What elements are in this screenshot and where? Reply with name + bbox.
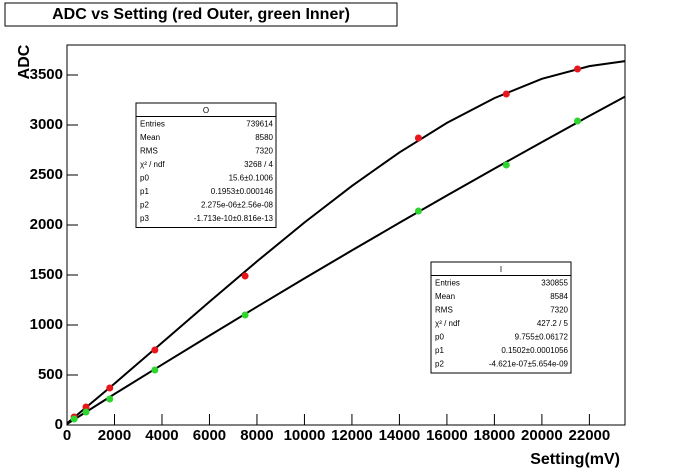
y-tick-label: 0 [55, 416, 63, 433]
stats-label: Entries [435, 278, 460, 287]
x-tick-label: 20000 [521, 427, 563, 444]
y-tick-label: 2000 [30, 216, 63, 233]
stats-label: p0 [435, 332, 444, 341]
stats-box [430, 261, 572, 374]
y-tick-label: 500 [38, 366, 63, 383]
y-tick-label: 1500 [30, 266, 63, 283]
data-point [151, 366, 159, 374]
stats-value: -4.621e-07±5.654e-09 [489, 359, 569, 368]
stats-value: 2.275e-06±2.56e-08 [201, 200, 274, 209]
stats-label: RMS [140, 146, 158, 155]
x-tick-label: 2000 [98, 427, 131, 444]
stats-value: 3268 / 4 [244, 160, 273, 169]
data-point [414, 207, 422, 215]
stats-value: 7320 [255, 146, 273, 155]
data-point [70, 415, 78, 423]
y-axis-label: ADC [16, 44, 33, 79]
stats-label: p1 [140, 187, 149, 196]
x-tick-label: 6000 [193, 427, 226, 444]
x-tick-label: 4000 [145, 427, 178, 444]
stats-label: χ² / ndf [140, 160, 165, 169]
y-tick-label: 1000 [30, 316, 63, 333]
stats-label: Mean [435, 292, 455, 301]
data-point [502, 161, 510, 169]
data-point [414, 134, 422, 142]
stats-value: 7320 [550, 305, 568, 314]
x-tick-label: 18000 [474, 427, 516, 444]
data-point [241, 311, 249, 319]
data-point [106, 395, 114, 403]
stats-value: 15.6±0.1006 [229, 173, 274, 182]
stats-value: 427.2 / 5 [537, 319, 569, 328]
stats-box [135, 102, 277, 228]
stats-value: 0.1953±0.000146 [211, 187, 274, 196]
fit-curve [66, 95, 626, 425]
stats-label: p2 [140, 200, 149, 209]
title-box [4, 2, 398, 27]
stats-value: 0.1502±0.0001056 [501, 346, 568, 355]
y-tick-label: 3500 [30, 66, 63, 83]
stats-label: p1 [435, 346, 444, 355]
data-point [151, 346, 159, 354]
x-tick-label: 0 [63, 427, 71, 444]
stats-label: χ² / ndf [435, 319, 460, 328]
x-axis-label: Setting(mV) [530, 451, 620, 468]
stats-title: I [500, 265, 502, 274]
x-tick-label: 16000 [426, 427, 468, 444]
stats-value: 8584 [550, 292, 568, 301]
data-point [241, 272, 249, 280]
fit-curve [66, 60, 626, 425]
data-point [106, 384, 114, 392]
chart-title: ADC vs Setting (red Outer, green Inner) [52, 6, 350, 23]
stats-label: RMS [435, 305, 453, 314]
y-tick-label: 3000 [30, 116, 63, 133]
x-tick-label: 10000 [284, 427, 326, 444]
x-tick-label: 8000 [240, 427, 273, 444]
stats-label: Mean [140, 133, 160, 142]
stats-label: p0 [140, 173, 149, 182]
data-point [574, 117, 582, 125]
stats-value: 739614 [246, 119, 273, 128]
data-point [574, 65, 582, 73]
stats-label: Entries [140, 119, 165, 128]
stats-value: 8580 [255, 133, 273, 142]
stats-label: p2 [435, 359, 444, 368]
data-point [82, 408, 90, 416]
x-tick-label: 14000 [379, 427, 421, 444]
data-point [502, 90, 510, 98]
stats-value: -1.713e-10±0.816e-13 [194, 214, 274, 223]
y-tick-label: 2500 [30, 166, 63, 183]
x-tick-label: 12000 [331, 427, 373, 444]
stats-value: 330855 [541, 278, 568, 287]
data-point [82, 403, 90, 411]
x-tick-label: 22000 [569, 427, 611, 444]
stats-value: 9.755±0.06172 [515, 332, 569, 341]
stats-label: p3 [140, 214, 149, 223]
stats-title: O [203, 106, 209, 115]
